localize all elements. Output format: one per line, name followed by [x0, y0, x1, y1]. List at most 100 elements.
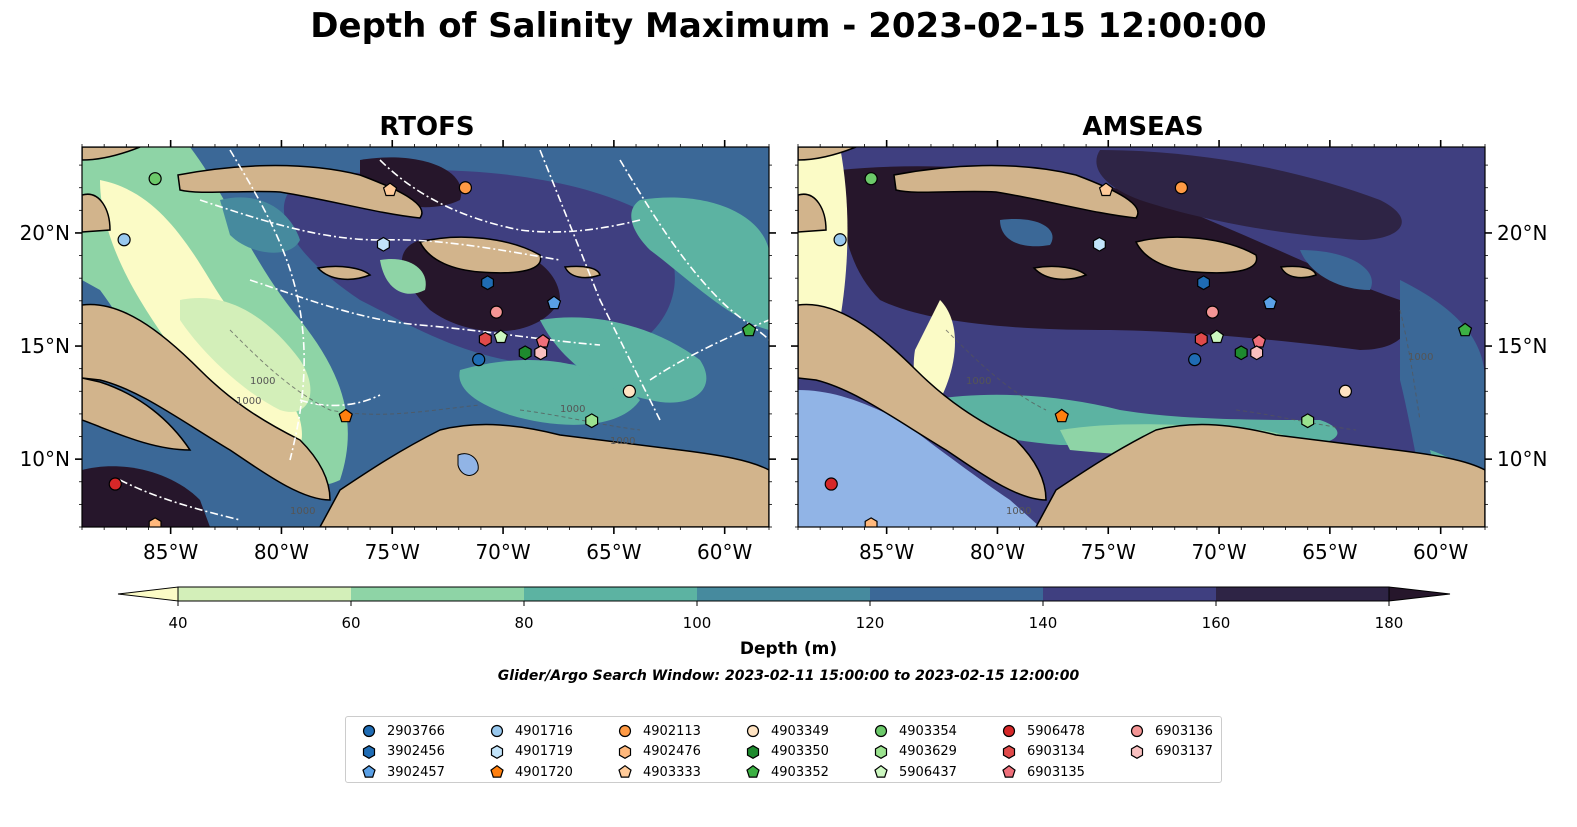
platform-marker-4903629	[585, 413, 599, 429]
colorbar-segment	[178, 587, 351, 601]
platform-marker-3902456	[1197, 275, 1211, 291]
legend-marker-2903766	[362, 725, 376, 738]
legend-label: 4901716	[515, 723, 573, 739]
legend-column: 4903349 4903350 4903352	[743, 721, 829, 783]
platform-marker-3902457	[1262, 295, 1278, 310]
x-tick-label: 85°W	[143, 540, 198, 564]
platform-marker-2903766	[1188, 353, 1202, 367]
y-tick-label: 20°N	[20, 221, 70, 245]
x-tick-label: 65°W	[586, 540, 641, 564]
colorbar-segment	[870, 587, 1043, 601]
colorbar-tick-label: 40	[168, 614, 187, 632]
platform-marker-4901716	[833, 233, 847, 247]
colorbar-tick-label: 60	[341, 614, 360, 632]
land-areas	[82, 147, 769, 527]
legend-entry-6903137: 6903137	[1127, 742, 1213, 763]
circle-marker-icon	[618, 725, 632, 738]
pacific-region	[798, 390, 1040, 527]
platform-marker-4903352	[1457, 322, 1473, 337]
rtofs-platform-markers	[108, 172, 757, 527]
legend-label: 4903333	[643, 764, 701, 780]
legend-marker-4903629	[874, 744, 888, 759]
platform-marker-3902456	[481, 275, 494, 291]
platform-marker-3902457	[546, 295, 562, 310]
legend-marker-4902113	[618, 725, 632, 738]
legend-entry-4903350: 4903350	[743, 742, 829, 763]
legend-label: 5906478	[1027, 723, 1085, 739]
legend-marker-4903333	[618, 765, 632, 778]
pentagon-marker-icon	[1002, 765, 1016, 778]
contour-label: 1000	[610, 436, 635, 447]
platform-marker-4901716	[117, 233, 131, 247]
amseas-platform-markers	[824, 172, 1473, 527]
amseas-frame	[797, 146, 1486, 528]
search-window-caption: Glider/Argo Search Window: 2023-02-11 15…	[497, 668, 1080, 684]
legend-entry-4901720: 4901720	[487, 762, 573, 783]
legend-label: 4901719	[515, 744, 573, 760]
legend-entry-4903352: 4903352	[743, 762, 829, 783]
legend-marker-4901716	[490, 725, 504, 738]
legend-label: 4903350	[771, 744, 829, 760]
x-tick-label: 80°W	[254, 540, 309, 564]
pentagon-marker-icon	[618, 765, 632, 778]
platform-marker-6903137	[1250, 345, 1264, 361]
rtofs-panel-title: RTOFS	[379, 112, 475, 142]
platform-marker-4903352	[741, 322, 757, 337]
hexagon-marker-icon	[362, 744, 376, 759]
platform-marker-4901720	[1054, 408, 1069, 423]
contour-label: 1000	[1408, 352, 1433, 363]
circle-marker-icon	[1002, 725, 1016, 738]
platform-marker-4903333	[382, 182, 398, 197]
platform-marker-6903136	[489, 305, 504, 319]
pentagon-marker-icon	[874, 765, 888, 778]
hexagon-marker-icon	[1130, 744, 1144, 759]
platform-marker-4903354	[864, 172, 878, 186]
hexagon-marker-icon	[874, 744, 888, 759]
colorbar-tick-label: 100	[683, 614, 712, 632]
legend-entry-4901716: 4901716	[487, 721, 573, 742]
legend-entry-4901719: 4901719	[487, 742, 573, 763]
legend-entry-4903629: 4903629	[871, 742, 957, 763]
gulf-stream-lines	[119, 149, 769, 521]
hexagon-marker-icon	[1002, 744, 1016, 759]
y-tick-label: 20°N	[1497, 221, 1547, 245]
legend-entry-4902476: 4902476	[615, 742, 701, 763]
colorbar-segment	[697, 587, 870, 601]
x-tick-label: 80°W	[970, 540, 1025, 564]
platform-marker-2903766	[472, 353, 486, 367]
platform-marker-6903134	[1194, 331, 1208, 347]
legend-label: 4902113	[643, 723, 701, 739]
figure-title: Depth of Salinity Maximum - 2023-02-15 1…	[310, 6, 1267, 46]
platform-marker-4903350	[518, 345, 532, 361]
legend-marker-4901719	[490, 744, 504, 759]
platform-marker-5906437	[1209, 329, 1225, 344]
legend-entry-6903136: 6903136	[1127, 721, 1213, 742]
legend-entry-6903134: 6903134	[999, 742, 1085, 763]
platform-marker-4901719	[1092, 236, 1106, 252]
contour-label: 1000	[236, 396, 261, 407]
contour-label: 1000	[1006, 506, 1031, 517]
platform-marker-4903349	[1338, 384, 1352, 398]
colorbar-segment	[1216, 587, 1389, 601]
legend-label: 6903137	[1155, 744, 1213, 760]
legend-marker-3902456	[362, 744, 376, 759]
rtofs-map-panel: 1000 1000 1000 1000 1000 85°W 80°W 75°W 70°…	[20, 140, 776, 564]
legend-marker-4903352	[746, 765, 760, 778]
y-tick-label: 10°N	[20, 447, 70, 471]
legend-column: 4901716 4901719 4901720	[487, 721, 573, 783]
colorbar-tick-label: 140	[1029, 614, 1058, 632]
amseas-axis-ticks: 85°W 80°W 75°W 70°W 65°W 60°W 10°N 15°N 20°N	[791, 140, 1547, 564]
x-tick-label: 65°W	[1302, 540, 1357, 564]
platform-marker-4903629	[1301, 413, 1315, 429]
colorbar-tick-label: 180	[1375, 614, 1404, 632]
colorbar: 40 60 80 100 120 140 160 180	[117, 586, 1451, 632]
colorbar-tick-label: 80	[514, 614, 533, 632]
platform-marker-6903137	[534, 345, 548, 361]
x-tick-label: 70°W	[1191, 540, 1246, 564]
legend-marker-5906437	[874, 765, 888, 778]
contour-label: 1000	[250, 376, 275, 387]
legend-label: 4902476	[643, 744, 701, 760]
legend-marker-4902476	[618, 744, 632, 759]
x-tick-label: 75°W	[1081, 540, 1136, 564]
